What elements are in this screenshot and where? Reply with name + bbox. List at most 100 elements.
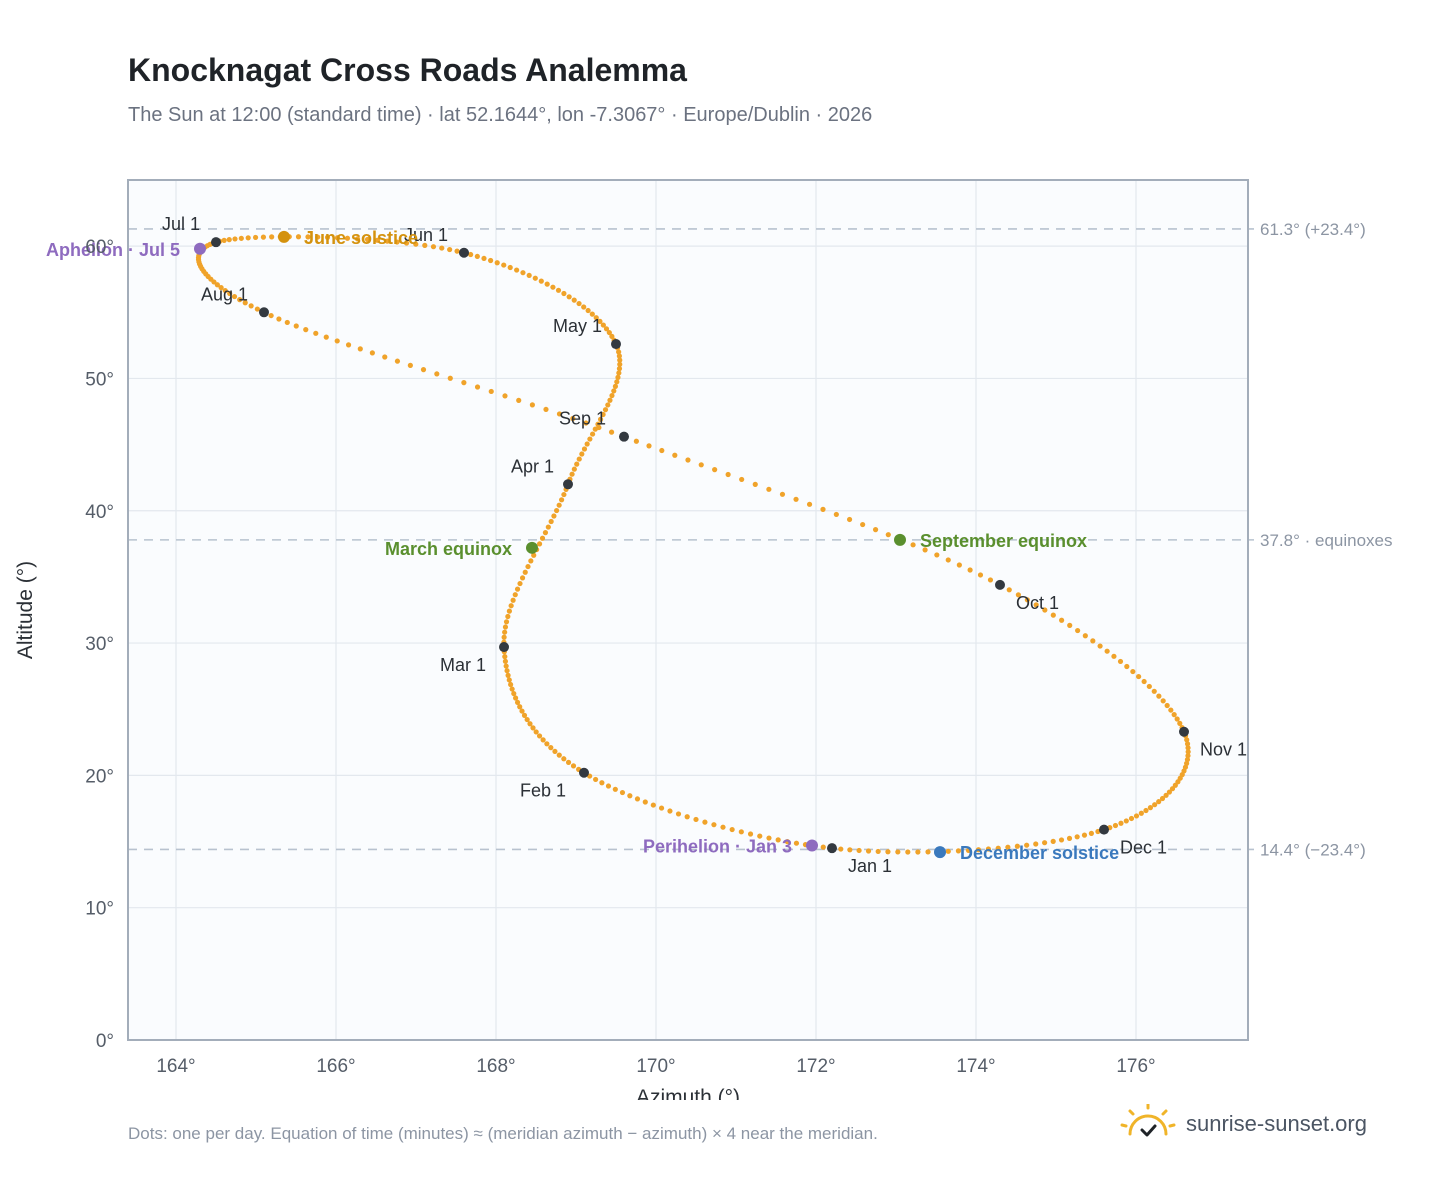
daily-dot [324, 234, 331, 240]
daily-dot [685, 457, 691, 463]
daily-dot [334, 235, 341, 241]
daily-dot [420, 367, 427, 373]
daily-dot [606, 329, 612, 336]
daily-dot [566, 294, 572, 300]
daily-dot [550, 284, 556, 290]
daily-dot [702, 819, 708, 825]
daily-dot [847, 847, 853, 853]
daily-dot [548, 745, 554, 751]
daily-dot [838, 846, 844, 852]
month-marker-label: Jul 1 [162, 214, 200, 234]
daily-dot [1177, 720, 1183, 726]
daily-dot [619, 789, 626, 796]
daily-dot [1033, 602, 1039, 608]
axes: 164° 166° 168° 170° 172° 174° 176° 0° 10° 20° 30° 4… [14, 179, 1249, 1100]
daily-dot [757, 833, 763, 839]
daily-dot [245, 235, 251, 241]
daily-dot [609, 333, 615, 339]
daily-dot [527, 721, 533, 727]
daily-dot [885, 532, 891, 538]
daily-dot [1174, 716, 1180, 722]
daily-dot [597, 318, 603, 324]
sun-check-icon [1120, 1104, 1176, 1137]
month-marker-dot [1099, 824, 1109, 835]
month-marker-label: Apr 1 [511, 456, 554, 476]
daily-dot [1152, 802, 1158, 808]
daily-dot [555, 287, 562, 293]
event-marker-dot [526, 541, 538, 554]
daily-dot [1163, 792, 1169, 798]
daily-dot [711, 822, 717, 828]
daily-dot [1088, 830, 1094, 836]
daily-dot [1185, 749, 1191, 755]
daily-dot [214, 282, 220, 288]
daily-dot [975, 847, 982, 853]
daily-dot [447, 375, 453, 381]
daily-dot [556, 752, 562, 758]
event-markers: June solstice Aphelion · Jul 5 March equin… [46, 228, 1119, 863]
event-marker-dot [806, 839, 818, 852]
daily-dot [607, 397, 613, 403]
daily-dot [977, 572, 984, 578]
daily-dot [605, 402, 611, 408]
daily-dot [602, 407, 609, 413]
daily-dot [334, 338, 340, 344]
daily-dot [488, 257, 494, 264]
daily-dot [1184, 737, 1190, 743]
daily-dot [1164, 702, 1170, 709]
daily-dot [806, 501, 813, 507]
daily-dot [461, 380, 467, 386]
daily-dot [268, 312, 274, 319]
daily-dot [226, 237, 232, 243]
daily-dot [248, 303, 254, 309]
daily-dot [1133, 813, 1140, 819]
daily-dot [315, 234, 321, 240]
daily-dot [603, 326, 610, 332]
brand-logo[interactable]: sunrise-sunset.org [1120, 1102, 1367, 1146]
daily-dot [1130, 668, 1136, 675]
month-marker-dot [995, 579, 1005, 590]
daily-dot [634, 796, 641, 802]
daily-dot [915, 849, 921, 855]
daily-dot [684, 814, 690, 820]
daily-dot [501, 262, 507, 268]
daily-dot [945, 557, 951, 563]
daily-dot [403, 240, 410, 246]
daily-dot [856, 847, 862, 854]
daily-dot [910, 542, 916, 548]
event-marker-label: Aphelion · Jul 5 [46, 240, 180, 260]
month-marker-dot [499, 642, 509, 653]
daily-dot [532, 275, 538, 281]
x-tick-label: 164° [156, 1056, 195, 1077]
event-marker-dot [194, 242, 206, 255]
month-marker-label: May 1 [553, 316, 602, 336]
daily-dot [561, 491, 567, 498]
daily-dot [413, 241, 419, 247]
daily-dot [779, 491, 786, 497]
event-marker-label: Perihelion · Jan 3 [643, 837, 792, 857]
month-marker-label: Jan 1 [848, 856, 892, 876]
chart-subtitle: The Sun at 12:00 (standard time) · lat 5… [128, 104, 873, 126]
daily-dot [956, 562, 962, 568]
daily-dot [556, 411, 563, 417]
daily-dot [616, 353, 622, 359]
daily-dot [600, 411, 606, 418]
daily-dot [232, 236, 238, 242]
daily-dot [218, 285, 224, 291]
month-marker-dot [579, 767, 589, 778]
daily-dot [539, 535, 546, 541]
daily-dot [1151, 688, 1157, 694]
daily-dot [612, 383, 619, 389]
daily-dot [526, 272, 532, 279]
y-tick-label: 10° [85, 899, 114, 920]
daily-dot [571, 297, 577, 303]
daily-dot [407, 362, 413, 368]
daily-dot [502, 393, 508, 399]
daily-dot [766, 835, 772, 841]
daily-dot [895, 849, 901, 855]
month-markers: Jan 1 Feb 1 Mar 1 Apr 1 May 1 Jun 1 Jul 1 Aug 1… [162, 214, 1247, 876]
daily-dot [581, 304, 587, 310]
month-marker-label: Oct 1 [1016, 593, 1059, 613]
daily-dot [784, 839, 790, 845]
daily-dot [516, 397, 522, 403]
